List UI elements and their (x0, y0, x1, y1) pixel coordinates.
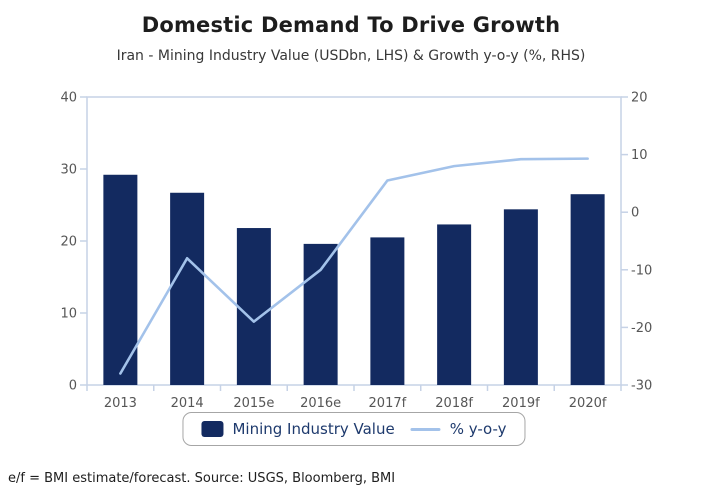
y-axis-right-tick-label: -20 (631, 321, 652, 336)
bar-2016e (303, 243, 338, 385)
growth-line (119, 157, 589, 375)
bar-series-label: Mining Industry Value (232, 420, 395, 438)
y-axis-left-tick-label: 0 (69, 379, 77, 394)
bar-2020f (570, 194, 605, 385)
x-axis-label: 2016e (300, 396, 341, 411)
y-axis-left-tick-label: 30 (60, 163, 77, 178)
x-axis-label: 2013 (104, 396, 137, 411)
x-axis-label: 2018f (435, 396, 473, 411)
y-axis-right-tick-label: -30 (631, 379, 652, 394)
y-axis-left-tick-label: 10 (60, 307, 77, 322)
bar-2019f (503, 209, 538, 385)
chart-plot-area: 0 10 20 30 40 -30 -20 -10 0 10 20 2013 2014 2015e 2016… (60, 91, 652, 412)
x-axis-label: 2020f (569, 396, 607, 411)
plot-frame (86, 96, 622, 386)
bar-2014 (170, 192, 205, 385)
x-axis-label: 2017f (369, 396, 407, 411)
chart-subtitle: Iran - Mining Industry Value (USDbn, LHS… (116, 48, 586, 64)
chart-title: Domestic Demand To Drive Growth (141, 13, 561, 37)
y-axis-right-tick-label: 20 (631, 91, 648, 106)
y-axis-right-tick-label: -10 (631, 263, 652, 278)
bar-series-swatch-icon (201, 421, 224, 437)
x-axis-label: 2015e (233, 396, 274, 411)
source-note: e/f = BMI estimate/forecast. Source: USG… (8, 471, 396, 486)
bar-2013 (103, 174, 138, 385)
y-axis-right-tick-label: 10 (631, 148, 648, 163)
line-series-swatch-icon (410, 427, 441, 431)
x-axis-label: 2019f (502, 396, 540, 411)
bar-2017f (370, 237, 405, 385)
x-axis-label: 2014 (171, 396, 204, 411)
y-axis-left-tick-label: 40 (60, 91, 77, 106)
line-series-label: % y-o-y (449, 420, 507, 438)
bar-2018f (437, 224, 472, 385)
bar-2015e (236, 228, 271, 385)
chart-legend: Mining Industry Value % y-o-y (182, 412, 526, 446)
y-axis-right-tick-label: 0 (631, 206, 639, 221)
y-axis-left-tick-label: 20 (60, 235, 77, 250)
